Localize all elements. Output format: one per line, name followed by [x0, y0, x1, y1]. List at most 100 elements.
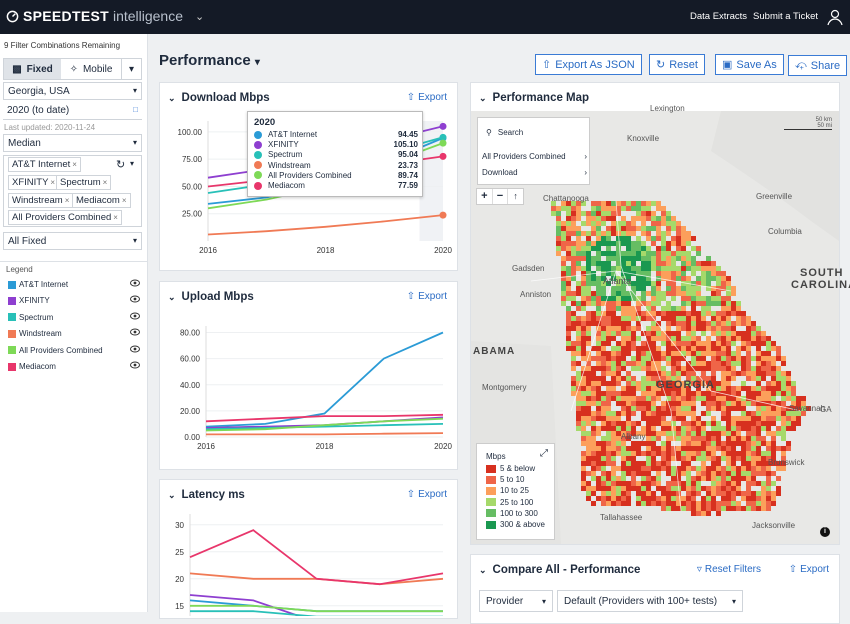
eye-icon[interactable] — [130, 295, 140, 303]
map-label-georgia: GEORGIA — [656, 379, 715, 391]
date-range-input[interactable]: 2020 (to date) □ — [3, 102, 142, 120]
chevron-down-icon[interactable]: ⌄ — [168, 489, 176, 500]
chevron-right-icon: › — [584, 152, 587, 161]
reset-button[interactable]: ↻ Reset — [649, 54, 705, 75]
provider-tag: XFINITY × — [8, 175, 60, 190]
export-button[interactable]: ⇧ Export — [407, 291, 447, 302]
map-legend-swatch — [486, 464, 496, 473]
data-point[interactable] — [439, 122, 447, 130]
remove-icon[interactable]: × — [121, 196, 127, 205]
chevron-down-icon[interactable]: ▾ — [254, 57, 260, 68]
export-label: Export — [418, 291, 447, 302]
map-metric-item[interactable]: Download › — [482, 168, 587, 177]
y-tick-label: 60.00 — [180, 355, 201, 364]
series-line[interactable] — [205, 423, 444, 431]
connection-select[interactable]: All Fixed ▾ — [3, 232, 142, 250]
performance-map[interactable] — [471, 111, 839, 544]
series-line[interactable] — [206, 432, 444, 436]
legend-item[interactable]: All Providers Combined — [8, 345, 140, 355]
legend-item[interactable]: Windstream — [8, 328, 140, 338]
export-button[interactable]: ⇧ Export — [407, 92, 447, 103]
series-line[interactable] — [205, 417, 444, 432]
map-search[interactable]: ⚲ Search — [486, 128, 523, 137]
remove-icon[interactable]: × — [64, 196, 70, 205]
eye-icon[interactable] — [130, 328, 140, 336]
share-button[interactable]: ⤽ Share — [788, 55, 848, 76]
tooltip-dot — [254, 171, 262, 180]
calendar-icon[interactable]: □ — [133, 105, 138, 114]
export-json-button[interactable]: ⇧ Export As JSON — [535, 54, 642, 75]
refresh-icon[interactable]: ↻ — [116, 159, 126, 171]
default-filter-dropdown[interactable]: Default (Providers with 100+ tests) ▾ — [557, 590, 743, 612]
series-line[interactable] — [207, 214, 444, 236]
legend-item[interactable]: XFINITY — [8, 295, 140, 305]
search-label: Search — [497, 128, 524, 137]
provider-multiselect[interactable] — [3, 155, 142, 227]
chevron-down-icon[interactable]: ▾ — [130, 159, 135, 168]
data-extracts-link[interactable]: Data Extracts — [690, 11, 748, 22]
series-line[interactable] — [205, 331, 444, 428]
map-provider-item[interactable]: All Providers Combined › — [482, 152, 587, 161]
map-label-abama: ABAMA — [473, 346, 516, 357]
map-roads — [530, 200, 802, 512]
eye-icon[interactable] — [130, 361, 140, 369]
fixed-tab[interactable]: ▩ Fixed — [4, 59, 61, 79]
map-menu: ⚲ Search All Providers Combined › Download… — [477, 117, 590, 185]
reset-filters-label: Reset Filters — [704, 564, 761, 575]
remove-icon[interactable]: × — [102, 178, 108, 187]
tooltip-label: XFINITY — [268, 140, 299, 150]
app-logo[interactable]: SPEEDTEST intelligence ⌄ — [6, 8, 204, 24]
data-point[interactable] — [439, 152, 447, 160]
export-button[interactable]: ⇧ Export — [789, 564, 829, 575]
page-title[interactable]: Performance ▾ — [159, 52, 260, 69]
series-line[interactable] — [190, 610, 443, 616]
legend-label: All Providers Combined — [19, 345, 103, 355]
metric-select[interactable]: Median ▾ — [3, 134, 142, 152]
eye-icon[interactable] — [130, 345, 140, 353]
eye-icon[interactable] — [130, 279, 140, 287]
chevron-down-icon[interactable]: ⌄ — [479, 92, 487, 103]
remove-icon[interactable]: × — [72, 160, 77, 169]
chevron-down-icon[interactable]: ⌄ — [195, 10, 205, 23]
eye-icon[interactable] — [130, 312, 140, 320]
export-button[interactable]: ⇧ Export — [407, 489, 447, 500]
chevron-down-icon[interactable]: ⌄ — [168, 291, 176, 302]
series-line[interactable] — [205, 413, 444, 423]
export-icon: ⇧ — [542, 59, 552, 71]
export-icon: ⇧ — [406, 92, 416, 103]
legend-swatch — [8, 346, 16, 355]
series-line[interactable] — [189, 529, 444, 586]
save-as-button[interactable]: ▣ Save As — [715, 54, 784, 75]
remove-icon[interactable]: × — [50, 178, 56, 187]
provider-dropdown[interactable]: Provider ▾ — [479, 590, 553, 612]
map-legend-label: 300 & above — [500, 520, 545, 529]
mobile-tab[interactable]: ✧ Mobile — [61, 59, 121, 79]
reset-filters-button[interactable]: ▿ Reset Filters — [697, 564, 761, 575]
chevron-down-icon[interactable]: ⌄ — [168, 92, 176, 103]
data-point[interactable] — [439, 211, 447, 219]
x-tick-label: 2020 — [434, 442, 452, 451]
zoom-in-button[interactable]: + — [477, 189, 493, 204]
chevron-down-icon[interactable]: ⌄ — [479, 564, 487, 575]
legend-item[interactable]: AT&T Internet — [8, 279, 140, 289]
series-line[interactable] — [190, 604, 443, 613]
map-canvas[interactable] — [471, 111, 839, 544]
series-line[interactable] — [189, 594, 443, 616]
location-select[interactable]: Georgia, USA ▾ — [3, 82, 142, 100]
collapse-icon[interactable]: ⤢ — [540, 448, 548, 459]
remove-icon[interactable]: × — [113, 213, 118, 222]
tooltip-year: 2020 — [254, 117, 276, 128]
x-tick-label: 2020 — [434, 246, 452, 255]
data-point[interactable] — [439, 139, 447, 147]
chevron-down-icon[interactable]: ▾ — [121, 59, 141, 79]
submit-ticket-link[interactable]: Submit a Ticket — [753, 11, 818, 22]
user-icon[interactable] — [826, 8, 844, 26]
compass-icon[interactable]: ↑ — [513, 191, 518, 201]
info-icon[interactable]: i — [820, 527, 830, 537]
data-point[interactable] — [439, 133, 447, 141]
share-label: Share — [810, 59, 841, 72]
legend-item[interactable]: Spectrum — [8, 312, 140, 322]
zoom-out-button[interactable]: − — [493, 189, 509, 204]
legend-item[interactable]: Mediacom — [8, 361, 140, 371]
provider-tag: Spectrum × — [56, 175, 112, 190]
